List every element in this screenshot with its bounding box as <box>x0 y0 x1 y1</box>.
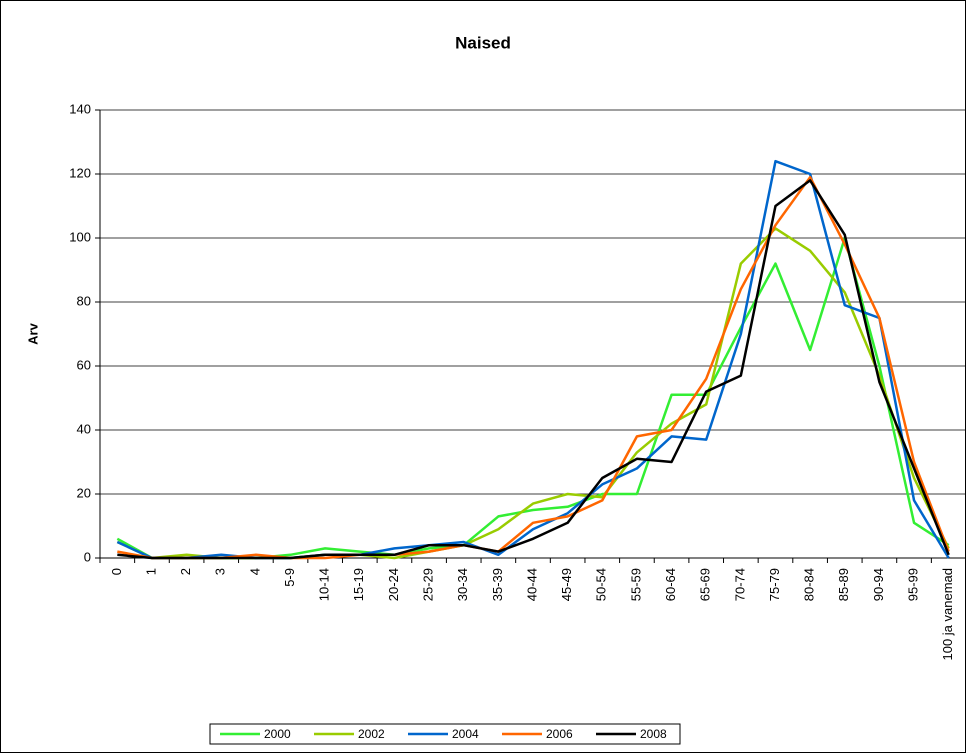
x-tick-label: 45-49 <box>559 568 574 601</box>
legend-label: 2000 <box>264 727 291 741</box>
y-axis-label: Arv <box>25 322 40 344</box>
x-tick-label: 55-59 <box>628 568 643 601</box>
legend-label: 2002 <box>358 727 385 741</box>
x-tick-label: 1 <box>143 568 158 575</box>
series-line <box>117 179 950 560</box>
x-tick-label: 35-39 <box>490 568 505 601</box>
x-tick-label: 40-44 <box>524 568 539 601</box>
y-tick-label: 140 <box>69 101 91 116</box>
y-tick-label: 100 <box>69 229 91 244</box>
x-tick-label: 15-19 <box>351 568 366 601</box>
x-tick-label: 50-54 <box>594 568 609 601</box>
legend-label: 2006 <box>546 727 573 741</box>
y-tick-label: 60 <box>77 357 91 372</box>
y-tick-label: 120 <box>69 165 91 180</box>
legend-label: 2004 <box>452 727 479 741</box>
x-tick-label: 85-89 <box>836 568 851 601</box>
x-tick-label: 70-74 <box>732 568 747 601</box>
x-tick-label: 30-34 <box>455 568 470 601</box>
y-tick-label: 40 <box>77 421 91 436</box>
x-tick-label: 20-24 <box>386 568 401 601</box>
x-tick-label: 100 ja vanemad <box>940 568 955 661</box>
x-tick-label: 10-14 <box>317 568 332 601</box>
y-tick-label: 80 <box>77 293 91 308</box>
x-tick-label: 90-94 <box>871 568 886 601</box>
x-tick-label: 5-9 <box>282 568 297 587</box>
x-tick-label: 25-29 <box>421 568 436 601</box>
x-tick-label: 80-84 <box>802 568 817 601</box>
x-tick-label: 3 <box>213 568 228 575</box>
chart-title: Naised <box>455 33 511 52</box>
x-tick-label: 95-99 <box>905 568 920 601</box>
x-tick-label: 4 <box>247 568 262 575</box>
y-tick-label: 20 <box>77 485 91 500</box>
x-tick-label: 60-64 <box>663 568 678 601</box>
x-tick-label: 2 <box>178 568 193 575</box>
x-tick-label: 75-79 <box>767 568 782 601</box>
x-tick-label: 0 <box>109 568 124 575</box>
legend-label: 2008 <box>640 727 667 741</box>
y-tick-label: 0 <box>84 549 91 564</box>
series-line <box>117 175 950 560</box>
x-tick-label: 65-69 <box>698 568 713 601</box>
